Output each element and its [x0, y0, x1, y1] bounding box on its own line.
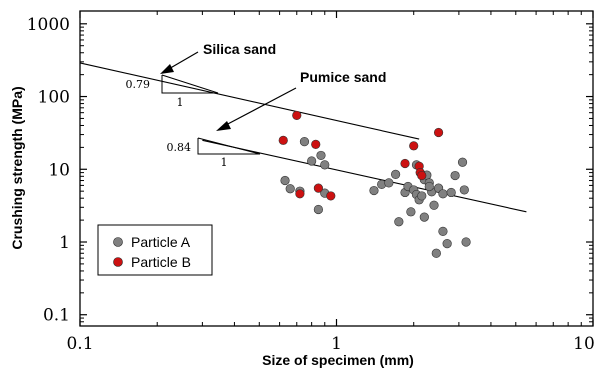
point-particle-a [307, 156, 317, 166]
y-tick-label: 10 [48, 160, 70, 180]
point-particle-a [285, 184, 295, 194]
point-particle-b [295, 189, 305, 199]
pumice-sand-arrow [223, 87, 297, 127]
point-particle-b [326, 191, 336, 201]
point-particle-b [278, 135, 288, 145]
data-points [278, 110, 471, 258]
point-particle-a [424, 181, 434, 192]
point-particle-a [391, 169, 401, 180]
point-particle-a [442, 239, 452, 249]
point-particle-a [431, 248, 441, 258]
point-particle-a [438, 189, 448, 199]
point-particle-a [417, 191, 427, 201]
point-particle-a [394, 217, 404, 227]
x-tick-label: 0.1 [66, 334, 93, 354]
point-particle-a [316, 150, 326, 161]
fit-lines [79, 62, 527, 213]
point-particle-b [417, 170, 427, 181]
silica-sand-arrow [166, 51, 199, 71]
pumice-slope-rise-label: 0.84 [167, 141, 192, 154]
pumice-slope-run-label: 1 [221, 156, 228, 169]
silica-slope-triangle: 0.79 1 [126, 74, 219, 109]
point-particle-a [369, 185, 379, 196]
silica-slope-run-label: 1 [177, 96, 184, 109]
point-particle-a [429, 200, 439, 210]
point-particle-a [438, 226, 448, 236]
y-tick-label: 1 [59, 233, 70, 253]
legend-label-particle-a: Particle A [131, 234, 191, 250]
point-particle-b [313, 183, 323, 193]
point-particle-a [299, 137, 310, 147]
silica-slope-triangle-shape [161, 74, 219, 94]
x-tick-label: 1 [331, 334, 342, 354]
y-tick-label: 0.1 [43, 306, 70, 326]
x-axis-label: Size of specimen (mm) [262, 352, 414, 368]
point-particle-b [311, 139, 321, 149]
legend-label-particle-b: Particle B [131, 254, 191, 270]
point-particle-a [384, 178, 394, 188]
legend-swatch-particle-b [113, 257, 123, 267]
y-tick-label: 100 [38, 88, 70, 108]
point-particle-b [409, 141, 419, 151]
point-particle-b [400, 158, 410, 169]
point-particle-a [450, 170, 460, 181]
pumice-sand-arrowhead [216, 121, 231, 131]
y-tick-label: 1000 [27, 15, 70, 35]
silica-sand-arrowhead [160, 64, 174, 74]
silica-slope-rise-label: 0.79 [126, 78, 151, 91]
point-particle-a [461, 237, 471, 247]
pumice-sand-label: Pumice sand [300, 69, 386, 85]
silica-sand-label: Silica sand [203, 41, 276, 57]
y-axis-label: Crushing strength (MPa) [9, 86, 25, 249]
point-particle-b [433, 127, 444, 138]
legend-swatch-particle-a [113, 237, 123, 247]
silica-sand-annotation: Silica sand [160, 41, 276, 74]
x-axis-ticks: 0.1 1 10 [66, 11, 595, 354]
point-particle-a [419, 212, 429, 222]
y-axis-ticks: 0.1 1 10 100 1000 [27, 10, 593, 326]
point-particle-b [292, 110, 302, 121]
point-particle-a [446, 187, 456, 198]
x-tick-label: 10 [573, 334, 595, 354]
point-particle-a [320, 160, 330, 170]
pumice-slope-triangle-shape [197, 137, 261, 155]
plot-frame [79, 10, 594, 327]
fit-line-pumice-sand [202, 139, 527, 213]
point-particle-a [459, 185, 469, 195]
point-particle-a [280, 175, 290, 186]
point-particle-a [313, 204, 323, 215]
legend: Particle A Particle B [97, 224, 213, 276]
point-particle-a [457, 157, 468, 167]
point-particle-a [406, 207, 416, 217]
pumice-slope-triangle: 0.84 1 [167, 137, 261, 169]
fit-line-silica-sand [79, 62, 420, 140]
pumice-sand-annotation: Pumice sand [216, 69, 386, 131]
